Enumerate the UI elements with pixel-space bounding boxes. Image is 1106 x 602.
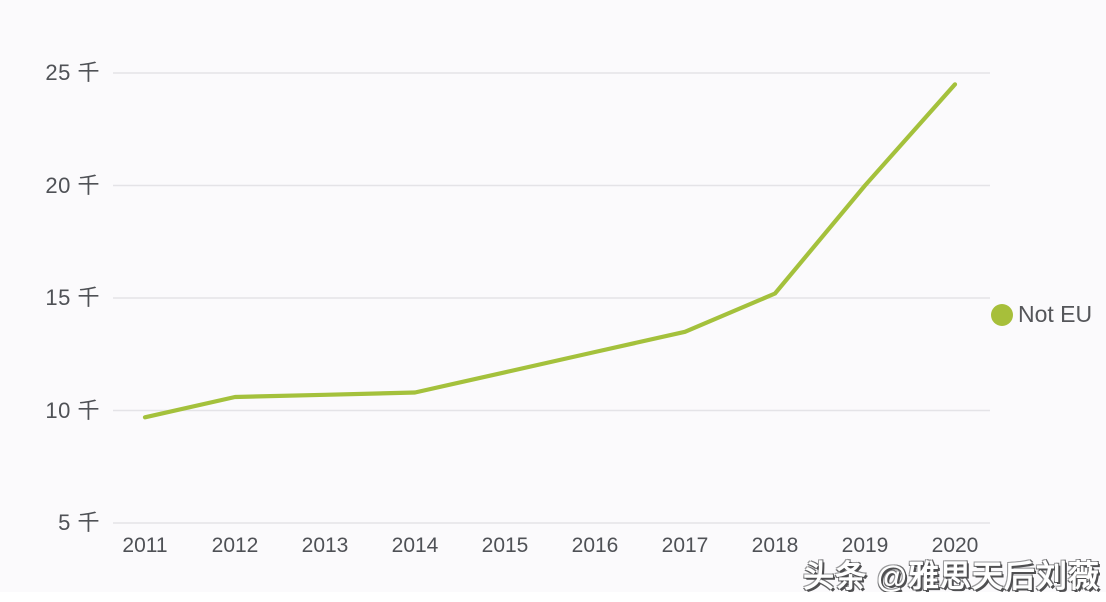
y-axis-tick-label: 10 千 [45, 397, 100, 423]
x-axis-tick-label: 2011 [122, 534, 168, 557]
x-axis-tick-label: 2016 [571, 534, 619, 557]
legend-marker-icon [991, 303, 1013, 326]
legend: Not EU [991, 301, 1092, 328]
y-axis-tick-label: 15 千 [45, 285, 100, 310]
x-axis-tick-label: 2012 [211, 534, 259, 557]
x-axis-tick-label: 2014 [391, 534, 439, 557]
y-axis-tick-label: 5 千 [58, 510, 100, 535]
series-line-not-eu [142, 82, 958, 420]
x-axis-tick-label: 2013 [301, 534, 349, 557]
y-axis-tick-label: 25 千 [45, 60, 100, 85]
legend-label: Not EU [1018, 301, 1093, 327]
x-axis-tick-label: 2015 [481, 534, 529, 557]
x-axis-tick-label: 2018 [751, 534, 799, 557]
watermark-toutiao: 头条 @雅思天后刘薇 [803, 559, 1100, 594]
bottom-strip [0, 592, 1106, 602]
x-axis-tick-label: 2019 [841, 534, 889, 557]
x-axis-tick-label: 2020 [931, 534, 979, 557]
x-axis-tick-label: 2017 [661, 534, 709, 557]
y-axis-tick-label: 20 千 [45, 172, 100, 198]
